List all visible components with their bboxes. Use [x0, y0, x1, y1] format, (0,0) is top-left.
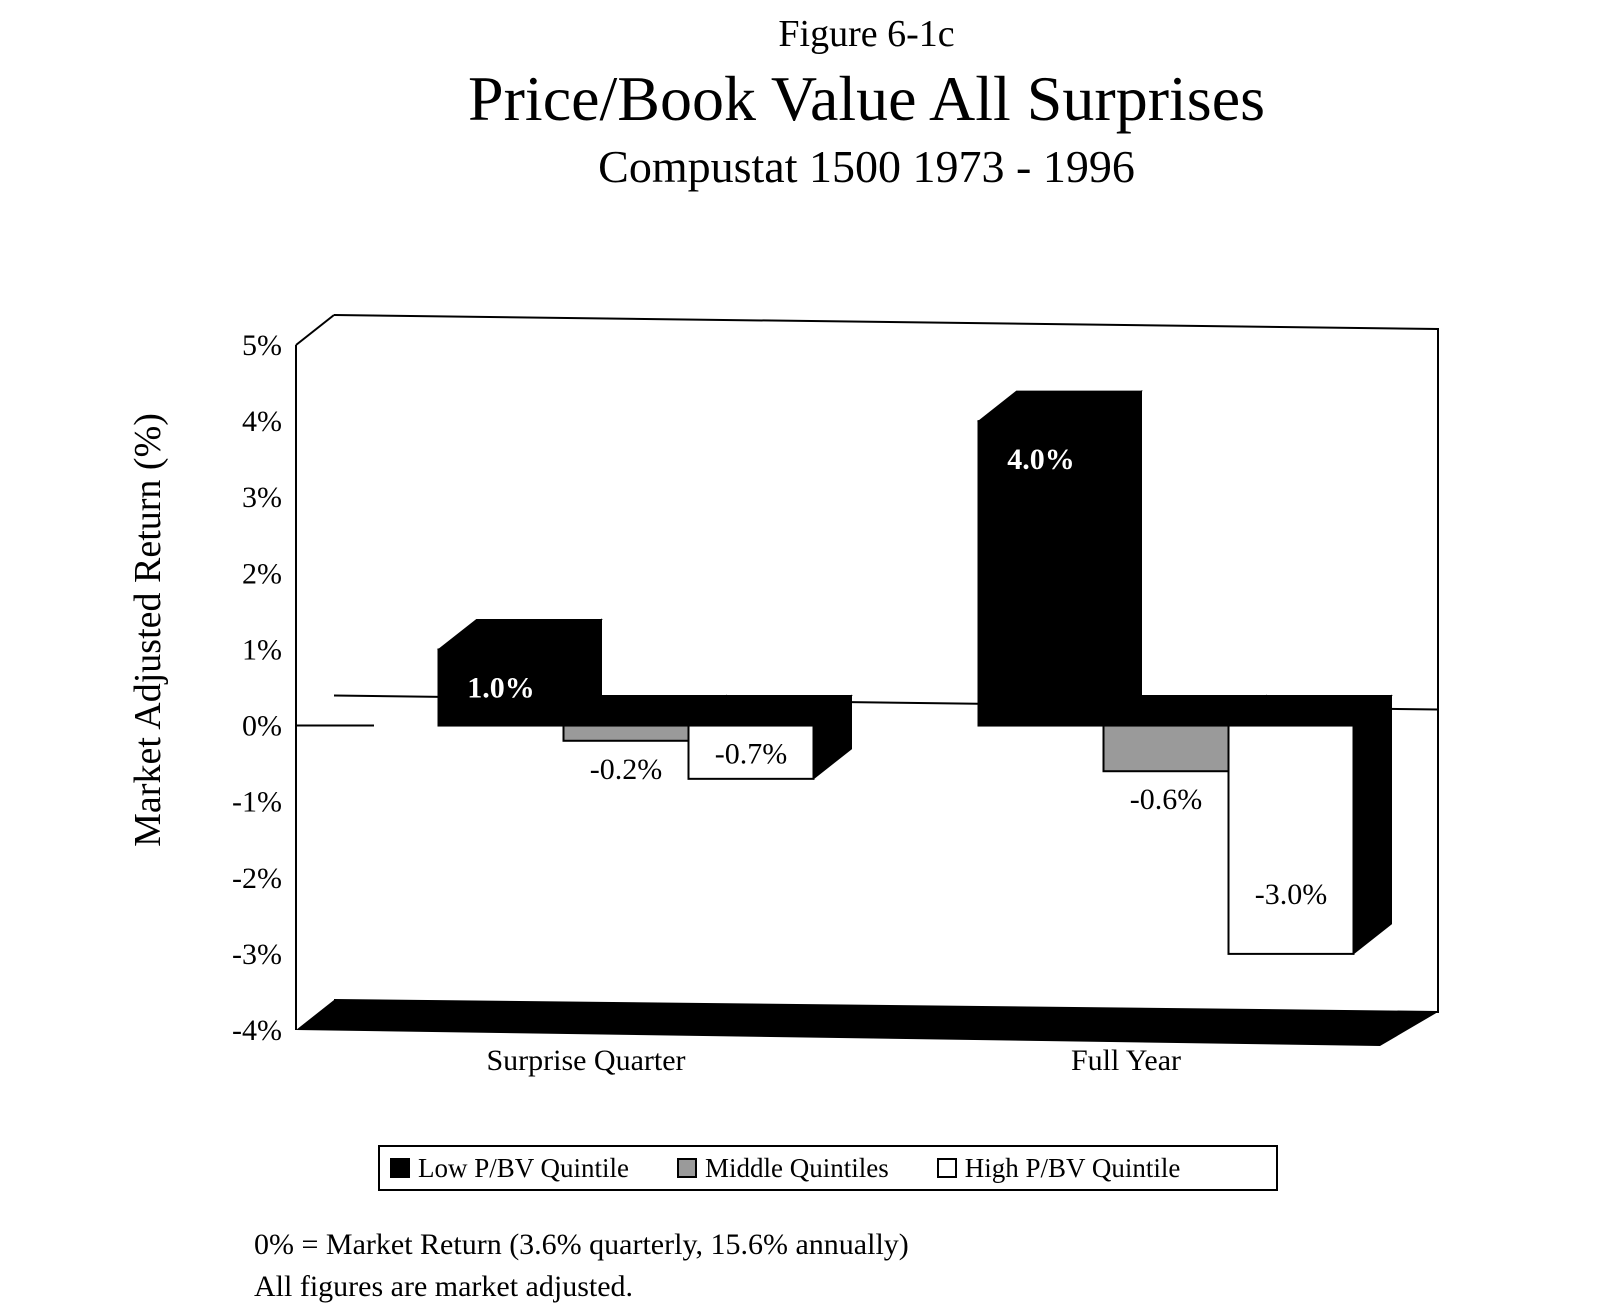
y-tick-label: 2% [242, 557, 282, 590]
legend-item-high: High P/BV Quintile [936, 1152, 1181, 1184]
bar [562, 724, 690, 742]
bar [437, 648, 565, 727]
bar [1102, 724, 1230, 773]
y-tick-label: -2% [232, 862, 282, 895]
chart-legend: Low P/BV Quintile Middle Quintiles High … [378, 1145, 1278, 1191]
x-tick-label: Surprise Quarter [486, 1044, 685, 1077]
legend-label-middle: Middle Quintiles [705, 1152, 889, 1183]
legend-label-high: High P/BV Quintile [964, 1152, 1181, 1183]
footnote-adjusted: All figures are market adjusted. [254, 1270, 634, 1303]
bar [977, 420, 1105, 727]
legend-swatch-middle [677, 1158, 698, 1178]
bar [1227, 724, 1355, 955]
bar-side [1353, 694, 1392, 955]
legend-swatch-low [390, 1158, 410, 1178]
bar-value-label: 4.0% [1007, 443, 1075, 476]
y-tick-label: -4% [232, 1014, 282, 1047]
y-tick-label: -3% [232, 938, 282, 971]
plot-frame [295, 314, 1439, 1046]
y-tick-label: 0% [242, 710, 282, 743]
legend-swatch-high [936, 1158, 957, 1178]
chart-floor [296, 1000, 1438, 1046]
y-tick-label: -1% [232, 786, 282, 819]
y-axis-label: Market Adjusted Return (%) [127, 413, 169, 847]
x-axis-labels: Surprise Quarter Full Year [486, 1044, 1181, 1077]
bar-value-label: -3.0% [1255, 878, 1327, 911]
figure-label: Figure 6-1c [778, 13, 955, 55]
chart-subtitle: Compustat 1500 1973 - 1996 [598, 141, 1135, 192]
y-tick-label: 4% [242, 405, 282, 438]
side-wall-top [295, 314, 335, 346]
y-axis-ticks: 5% 4% 3% 2% 1% 0% -1% -2% -3% -4% [232, 329, 282, 1047]
bar-value-label: -0.7% [715, 738, 787, 771]
legend-item-middle: Middle Quintiles [677, 1153, 889, 1184]
y-tick-label: 3% [242, 481, 282, 514]
bar-side [1103, 390, 1142, 727]
footnote-market-return: 0% = Market Return (3.6% quarterly, 15.6… [254, 1228, 909, 1261]
y-tick-label: 5% [242, 329, 282, 362]
legend-item-low: Low P/BV Quintile [390, 1153, 629, 1184]
chart-title: Price/Book Value All Surprises [468, 63, 1265, 134]
y-tick-label: 1% [242, 633, 282, 666]
bar-value-label: -0.6% [1130, 783, 1202, 816]
legend-label-low: Low P/BV Quintile [418, 1152, 630, 1183]
bar [687, 724, 815, 780]
x-tick-label: Full Year [1071, 1044, 1181, 1077]
bar-value-label: -0.2% [590, 753, 662, 786]
bar-value-label: 1.0% [467, 671, 535, 704]
bar-group: 1.0% -0.2% -0.7% 4.0% -0.6% -3.0% [437, 390, 1393, 955]
